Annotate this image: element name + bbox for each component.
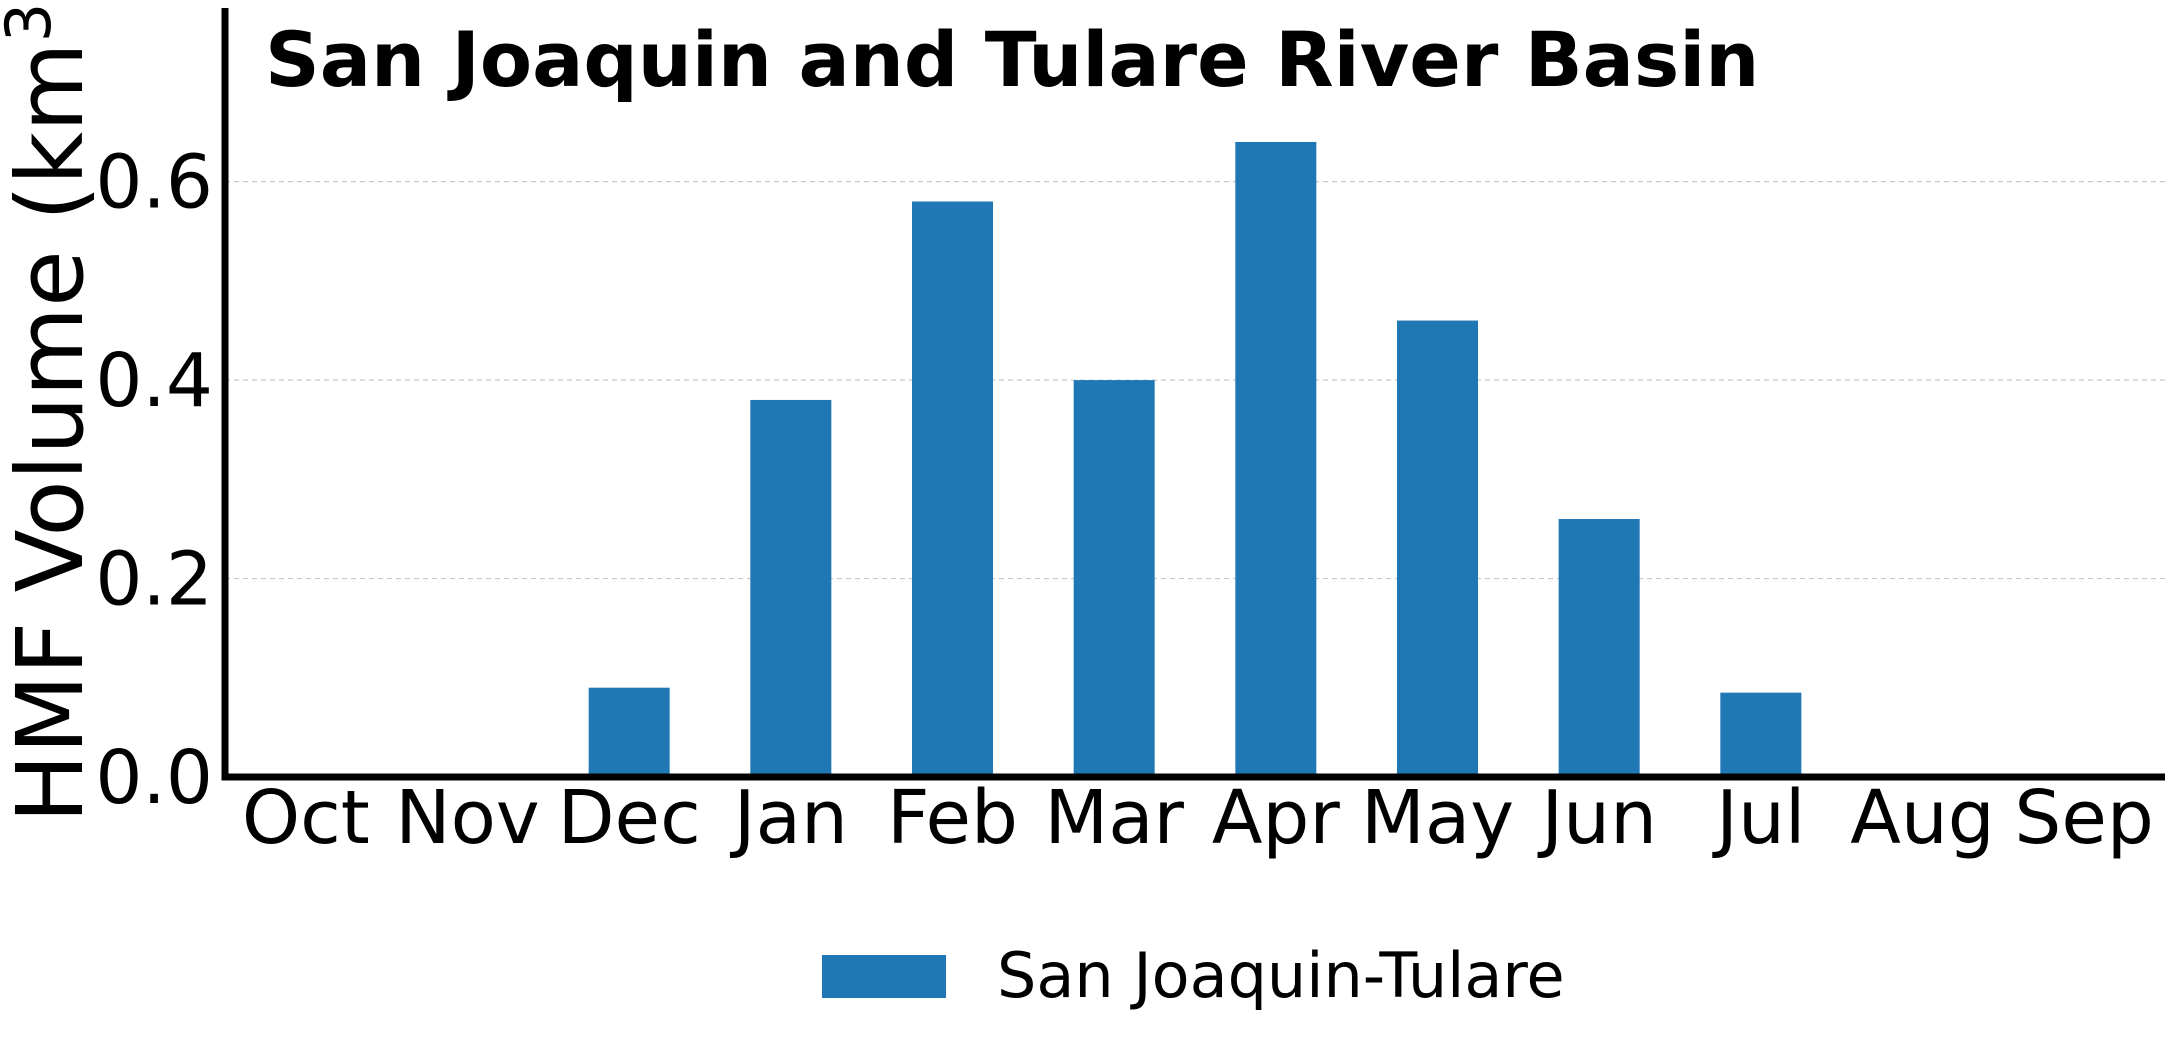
x-tick-label: Mar — [1044, 775, 1184, 861]
y-axis-title: HMF Volume (km3) — [0, 0, 104, 823]
bar-jul — [1720, 692, 1802, 777]
bar-may — [1397, 320, 1478, 777]
x-tick-label: Apr — [1212, 775, 1341, 861]
x-tick-label: Oct — [242, 775, 370, 861]
y-tick-label: 0.0 — [95, 735, 213, 821]
y-axis-title-close: ) — [0, 0, 104, 3]
x-tick-label: Feb — [887, 775, 1018, 861]
legend-label: San Joaquin-Tulare — [997, 939, 1565, 1012]
x-tick-label: Jul — [1712, 775, 1805, 861]
y-tick-labels: 0.0 0.2 0.4 0.6 — [95, 140, 213, 821]
legend-swatch — [822, 955, 946, 998]
bar-apr — [1235, 141, 1317, 777]
y-axis-title-main: HMF Volume (km — [0, 42, 104, 823]
chart-title: San Joaquin and Tulare River Basin — [265, 15, 1759, 104]
bar-dec — [588, 687, 670, 777]
y-tick-label: 0.4 — [95, 338, 213, 424]
x-tick-label: Jun — [1537, 775, 1657, 861]
bar-feb — [912, 201, 993, 777]
x-tick-label: Jan — [730, 775, 848, 861]
bar-jan — [750, 399, 832, 777]
legend: San Joaquin-Tulare — [822, 939, 1565, 1012]
x-tick-label: Aug — [1850, 775, 1995, 861]
y-tick-label: 0.6 — [95, 140, 213, 226]
x-tick-label: May — [1361, 775, 1514, 861]
bar-mar — [1073, 380, 1155, 777]
y-axis-title-superscript: 3 — [0, 3, 65, 42]
x-tick-label: Sep — [2014, 775, 2153, 861]
x-tick-label: Dec — [558, 775, 701, 861]
bar-jun — [1558, 519, 1640, 777]
x-tick-label: Nov — [395, 775, 539, 861]
bars — [588, 141, 1802, 777]
x-tick-labels: Oct Nov Dec Jan Feb Mar Apr May Jun Jul Aug Sep — [242, 775, 2154, 861]
grid-lines — [225, 181, 2165, 580]
y-tick-label: 0.2 — [95, 537, 213, 623]
